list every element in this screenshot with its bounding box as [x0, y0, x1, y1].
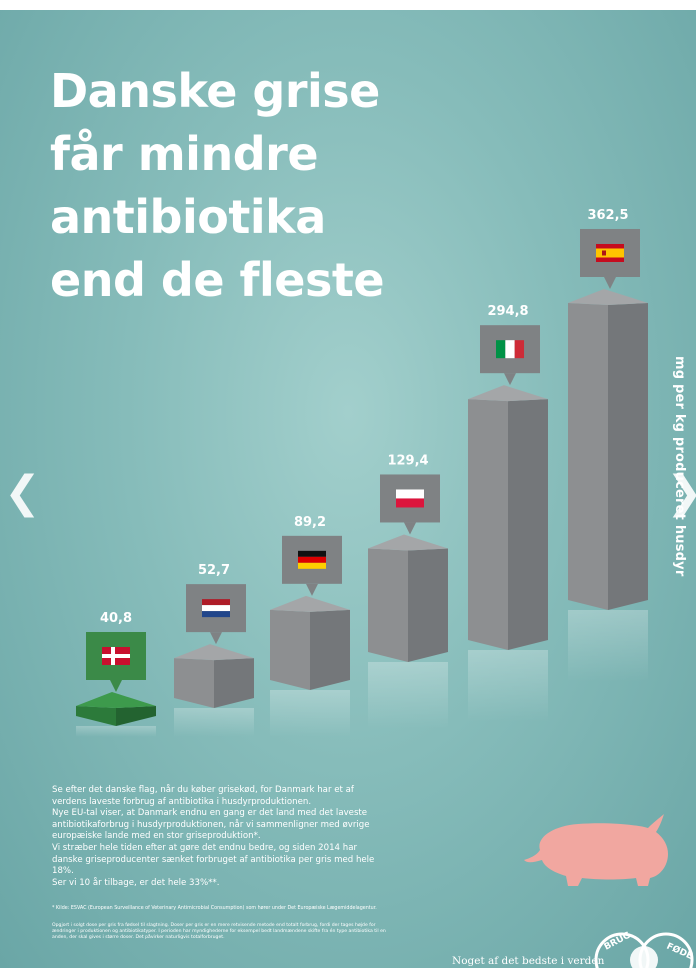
bar-group — [174, 644, 254, 737]
title-line: får mindre — [50, 127, 319, 181]
bar-top — [468, 385, 548, 402]
source-footnote: * Kilde: ESVAC (European Surveillance of… — [52, 906, 377, 911]
flag-cross — [102, 654, 130, 658]
bar-reflection — [76, 726, 156, 737]
callout-pointer — [210, 632, 222, 645]
pig-silhouette-icon — [524, 814, 668, 886]
italy-flag — [496, 340, 525, 359]
bar-top — [368, 534, 448, 551]
bar-group — [568, 288, 648, 682]
bar-group — [76, 692, 156, 737]
body-paragraph: Se efter det danske flag, når du køber g… — [52, 785, 354, 807]
bar-side — [310, 609, 350, 690]
flag-callout — [282, 535, 342, 596]
bar-side — [214, 658, 254, 708]
flag-stripe — [298, 562, 326, 569]
flag-callout — [380, 474, 440, 535]
flag-callout — [86, 632, 146, 692]
title-line: Danske grise — [50, 64, 380, 118]
callout-pointer — [404, 522, 416, 535]
value-label: 129,4 — [387, 453, 428, 468]
value-label: 89,2 — [294, 515, 326, 530]
quality-seal-logo: BRUG FØDE — [594, 930, 695, 968]
bar-side — [508, 399, 548, 650]
bar-reflection — [368, 662, 448, 729]
bar — [76, 706, 116, 726]
chevron-right-icon[interactable]: ❯ — [666, 468, 696, 518]
bar — [270, 609, 310, 690]
svg-text:FØDE: FØDE — [665, 941, 695, 962]
bar-side — [408, 548, 448, 662]
bar-top — [76, 692, 156, 708]
poland-flag — [396, 489, 424, 508]
callout-pointer — [604, 276, 616, 289]
bar-group — [368, 534, 448, 729]
callout-pointer — [504, 373, 516, 386]
bar-reflection — [468, 650, 548, 722]
denmark-flag — [102, 647, 130, 665]
title-line: antibiotika — [50, 190, 326, 244]
bar-top — [568, 288, 648, 305]
poster: Danske grise får mindre antibiotika end … — [0, 10, 696, 968]
bar — [468, 399, 508, 650]
y-axis-label: mg per kg produceret husdyr — [672, 356, 687, 577]
flag-callout — [480, 325, 540, 386]
method-footnote: Opgjort i solgt dose per gris fra fødsel… — [52, 923, 386, 940]
flag-stripe — [202, 605, 230, 612]
callout-pointer — [306, 583, 318, 596]
body-text: Se efter det danske flag, når du køber g… — [52, 785, 382, 889]
flag-emblem — [602, 250, 606, 256]
flag-stripe — [202, 599, 230, 606]
body-paragraph: Vi stræber hele tiden efter at gøre det … — [52, 842, 375, 877]
germany-flag — [298, 550, 326, 569]
flag-stripe — [396, 489, 424, 499]
body-paragraph: Nye EU-tal viser, at Danmark endnu en ga… — [52, 808, 370, 842]
bar-side — [608, 302, 648, 610]
flag-stripe — [514, 340, 525, 359]
tagline: Noget af det bedste i verden — [452, 955, 605, 967]
body-paragraph: Ser vi 10 år tilbage, er det hele 33%**. — [52, 877, 220, 888]
bar-side — [116, 706, 156, 726]
flag-stripe — [505, 340, 515, 359]
value-label: 362,5 — [587, 208, 628, 223]
bar-reflection — [174, 708, 254, 737]
value-label: 294,8 — [487, 304, 528, 319]
flag-stripe — [396, 498, 424, 508]
bar-top — [270, 595, 350, 612]
netherlands-flag — [202, 599, 230, 618]
value-label: 52,7 — [198, 563, 230, 578]
title-line: end de fleste — [50, 253, 385, 307]
flag-stripe — [298, 556, 326, 563]
flag-stripe — [496, 340, 506, 359]
flag-callout — [580, 228, 640, 289]
chevron-left-icon[interactable]: ❮ — [4, 467, 41, 518]
bar-top — [174, 644, 254, 661]
value-label: 40,8 — [100, 611, 132, 626]
bar-group — [270, 595, 350, 737]
bar — [568, 302, 608, 610]
bar-reflection — [568, 610, 648, 682]
flag-stripe — [298, 550, 326, 557]
bar-group — [468, 385, 548, 722]
bar-chart: 40,8 52,7 89,2 129,4 294,8 362,5 — [76, 208, 648, 737]
flag-stripe — [596, 248, 624, 258]
bar — [174, 658, 214, 708]
flag-stripe — [202, 611, 230, 618]
bar — [368, 548, 408, 662]
bar-reflection — [270, 690, 350, 737]
spain-flag — [596, 243, 624, 262]
page-title: Danske grise får mindre antibiotika end … — [50, 60, 470, 312]
flag-callout — [186, 584, 246, 645]
callout-pointer — [110, 680, 122, 692]
